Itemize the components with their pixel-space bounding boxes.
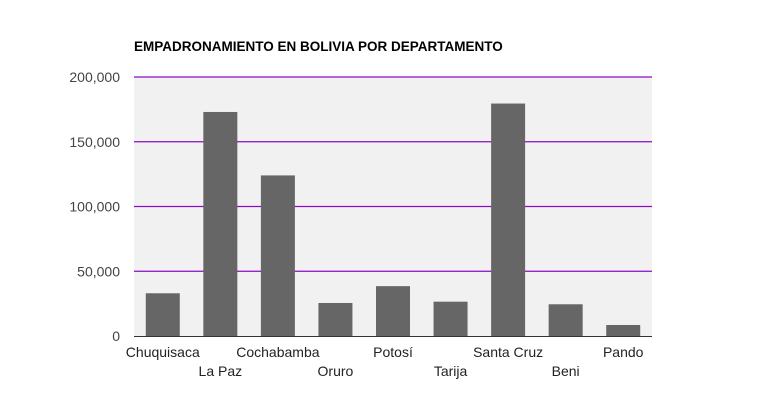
bar (376, 286, 410, 336)
y-tick-label: 150,000 (69, 134, 120, 150)
y-tick-label: 100,000 (69, 199, 120, 215)
x-tick-label: Cochabamba (236, 344, 319, 360)
x-tick-label: Pando (603, 344, 644, 360)
x-tick-label: La Paz (199, 363, 243, 379)
bar (606, 324, 641, 336)
x-tick-label: Tarija (434, 363, 468, 379)
bar (491, 103, 526, 336)
y-tick-label: 50,000 (77, 263, 120, 279)
x-tick-label: Chuquisaca (126, 344, 200, 360)
x-tick-label: Santa Cruz (473, 344, 543, 360)
bar (433, 301, 468, 336)
x-axis-labels: Chuquisaca La Paz Cochabamba Oruro Potosí Tar… (126, 344, 644, 379)
x-tick-label: Oruro (318, 363, 354, 379)
y-tick-label: 200,000 (69, 69, 120, 85)
bar (145, 293, 180, 336)
y-axis-labels: 0 50,000 100,000 150,000 200,000 (69, 69, 120, 344)
bar (260, 175, 295, 336)
x-tick-label: Beni (552, 363, 580, 379)
x-tick-label: Potosí (373, 344, 413, 360)
bar (548, 304, 583, 336)
bar (318, 302, 353, 336)
bars (145, 103, 641, 336)
y-tick-label: 0 (112, 328, 120, 344)
chart-title: EMPADRONAMIENTO EN BOLIVIA POR DEPARTAME… (134, 39, 503, 54)
bar (203, 111, 238, 336)
